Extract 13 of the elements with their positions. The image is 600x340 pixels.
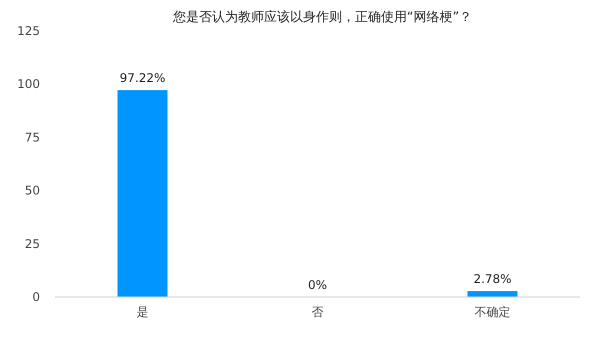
x-tick-label: 否 xyxy=(312,305,324,319)
data-label: 2.78% xyxy=(473,272,512,286)
y-tick-label: 0 xyxy=(32,290,40,304)
x-tick-label: 是 xyxy=(136,305,148,319)
chart-title: 您是否认为教师应该以身作则，正确使用“网络梗”？ xyxy=(172,9,472,25)
y-tick-label: 100 xyxy=(17,77,40,92)
y-tick-label: 75 xyxy=(24,130,40,144)
y-tick-label: 125 xyxy=(17,24,40,38)
x-tick-label: 不确定 xyxy=(474,305,510,319)
y-tick-label: 50 xyxy=(24,184,40,198)
data-label: 0% xyxy=(308,278,328,292)
y-tick-label: 25 xyxy=(24,236,40,251)
data-label: 97.22% xyxy=(120,71,166,86)
